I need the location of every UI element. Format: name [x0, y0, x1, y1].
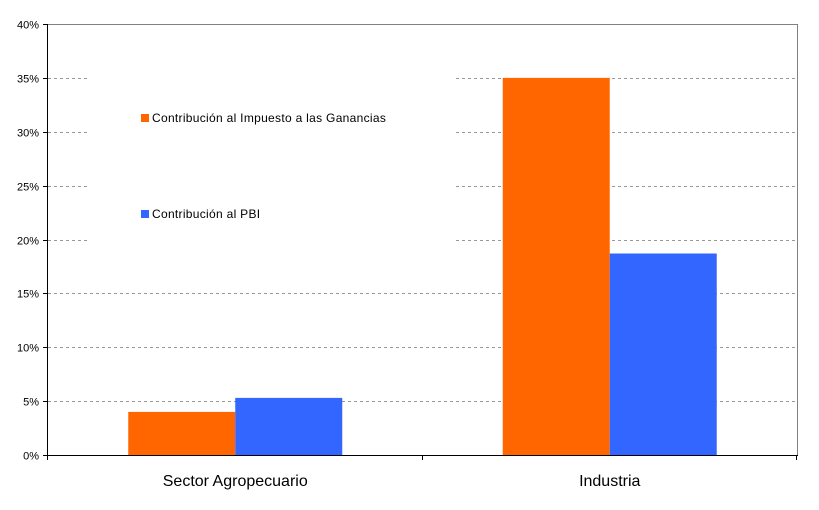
legend: Contribución al Impuesto a las Ganancias…: [88, 62, 454, 250]
y-tick-label: 20%: [17, 236, 39, 248]
bar-impuesto-0: [128, 411, 236, 455]
y-axis-tick-labels: 0% 5% 10% 15% 20% 25% 30% 35% 40%: [17, 20, 39, 463]
legend-swatch-pbi: [141, 210, 149, 218]
legend-swatch-impuesto: [141, 114, 149, 122]
x-axis-category-labels: Sector Agropecuario Industria: [163, 473, 641, 490]
y-tick-label: 10%: [17, 343, 39, 355]
bars: [128, 77, 717, 455]
y-tick-label: 30%: [17, 128, 39, 140]
y-tick-label: 15%: [17, 289, 39, 301]
y-tick-label: 35%: [17, 74, 39, 86]
y-tick-label: 40%: [17, 20, 39, 32]
bar-impuesto-1: [502, 77, 610, 455]
x-category-label: Industria: [579, 473, 640, 490]
y-tick-label: 5%: [23, 397, 39, 409]
legend-label-impuesto: Contribución al Impuesto a las Ganancias: [152, 111, 386, 125]
legend-background: [88, 62, 454, 250]
y-tick-label: 25%: [17, 182, 39, 194]
bar-pbi-1: [609, 253, 717, 455]
y-tick-label: 0%: [23, 451, 39, 463]
bar-pbi-0: [235, 397, 343, 455]
legend-label-pbi: Contribución al PBI: [152, 207, 260, 221]
x-category-label: Sector Agropecuario: [163, 473, 308, 490]
axes: [43, 24, 798, 460]
